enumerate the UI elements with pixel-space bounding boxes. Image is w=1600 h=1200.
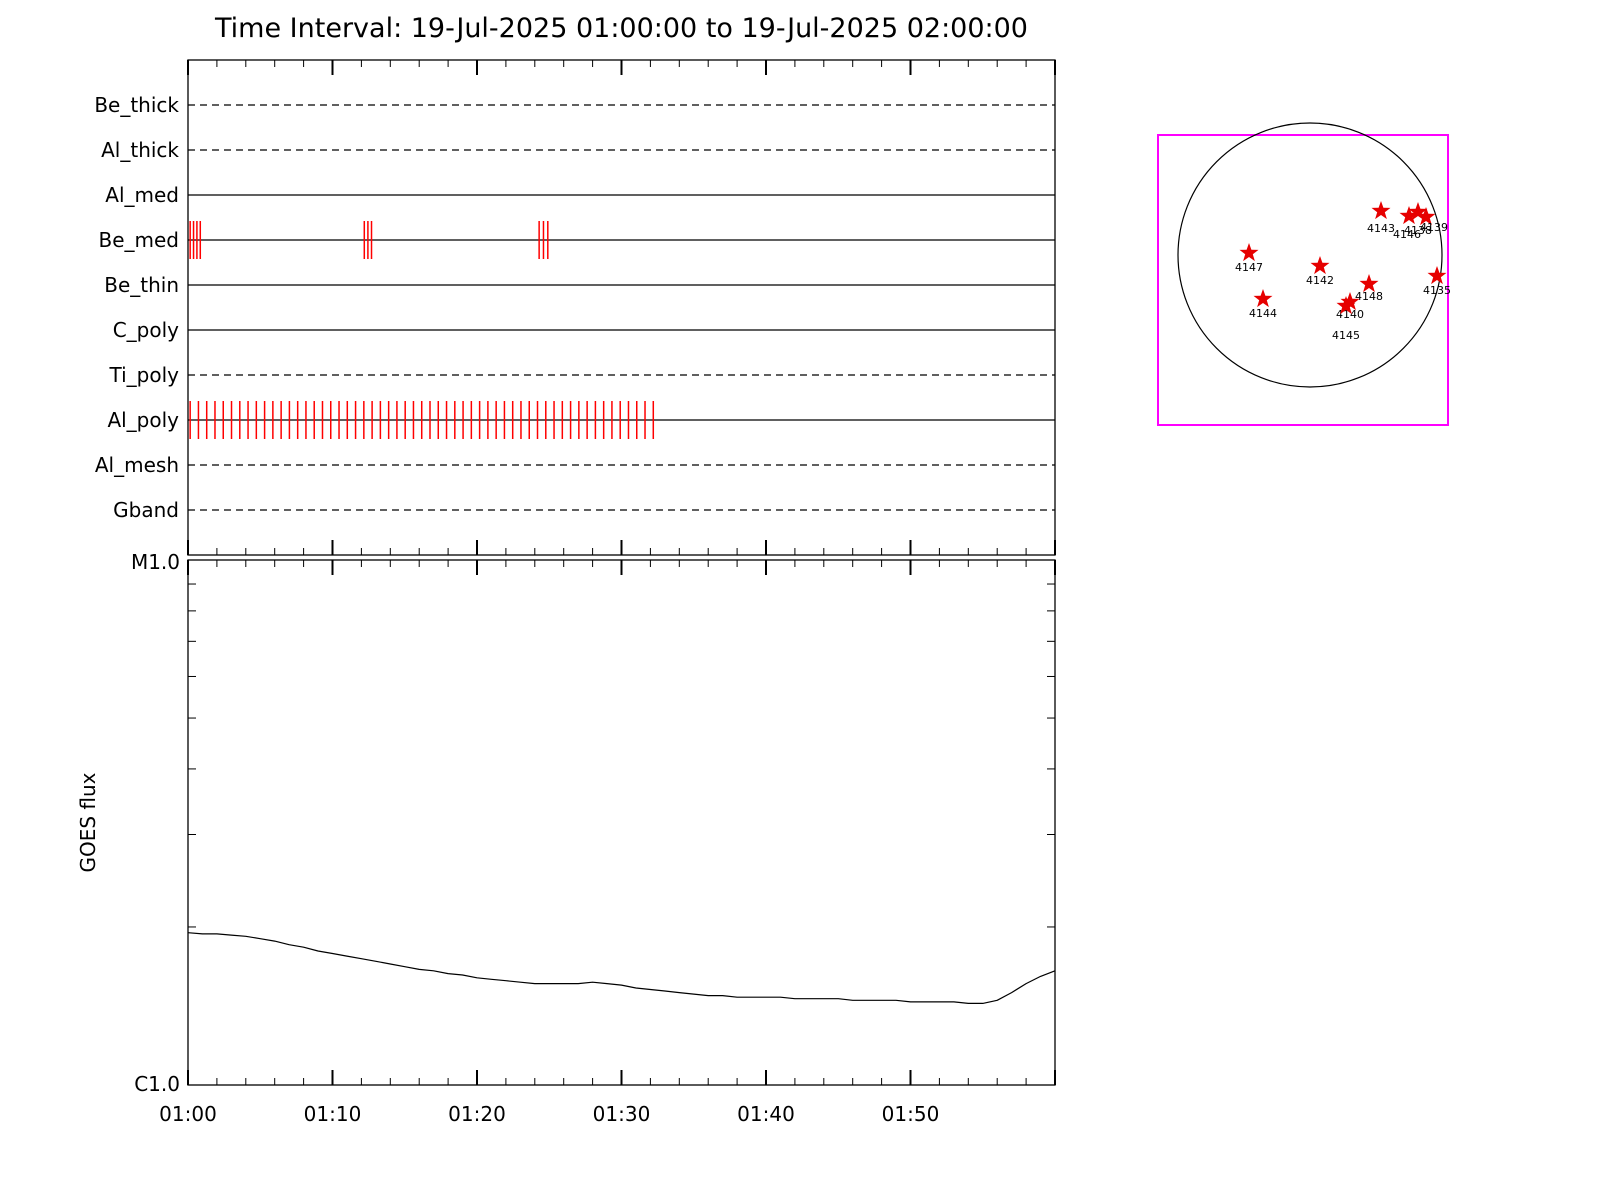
filter-row-label: Be_thick	[94, 93, 179, 117]
x-axis-tick-label: 01:10	[304, 1102, 362, 1126]
filter-row-label: Be_thin	[104, 273, 179, 297]
x-axis-tick-label: 01:30	[593, 1102, 651, 1126]
solar-limb-circle	[1177, 122, 1443, 388]
filter-row-label: Ti_poly	[109, 363, 180, 387]
active-region-star	[1359, 274, 1379, 293]
active-region-star	[1336, 296, 1356, 315]
active-region-label: 4138	[1404, 224, 1432, 237]
filter-row-label: Gband	[113, 498, 179, 522]
active-region-star	[1253, 289, 1273, 308]
goes-flux-panel: M1.0 C1.0 GOES flux 01:00 01:10 01:20 01:30 01:…	[76, 550, 1056, 1126]
active-region-label: 4143	[1367, 222, 1395, 235]
active-region-label: 4148	[1355, 290, 1383, 303]
filter-timeline-panel: Be_thick Al_thick Al_med Be_med Be_thin C_pol…	[94, 59, 1056, 556]
x-axis-tick-label: 01:00	[159, 1102, 217, 1126]
active-region-star	[1399, 206, 1419, 225]
filter-row-label: Al_thick	[101, 138, 179, 162]
fov-frame	[1157, 134, 1449, 426]
active-region-label: 4145	[1332, 329, 1360, 342]
active-region-star	[1416, 207, 1436, 226]
active-region-star	[1310, 256, 1330, 275]
filter-row-label: Al_mesh	[95, 453, 179, 477]
active-region-label: 4144	[1249, 307, 1277, 320]
solar-disk-map: 4143414641384139414741424144414841404145…	[1157, 122, 1451, 426]
active-region-star	[1239, 243, 1259, 262]
filter-row-label: C_poly	[113, 318, 179, 342]
active-region-star	[1427, 266, 1447, 285]
filter-row-label: Al_poly	[107, 408, 179, 432]
x-axis-tick-label: 01:50	[882, 1102, 940, 1126]
y-axis-top-label: M1.0	[131, 550, 180, 574]
active-region-star	[1371, 201, 1391, 220]
active-region-label: 4139	[1420, 221, 1448, 234]
x-axis-tick-label: 01:40	[737, 1102, 795, 1126]
x-axis-tick-label: 01:20	[448, 1102, 506, 1126]
y-axis-title: GOES flux	[76, 772, 100, 872]
filter-row-label: Al_med	[105, 183, 179, 207]
active-region-label: 4135	[1423, 284, 1451, 297]
page-title: Time Interval: 19-Jul-2025 01:00:00 to 1…	[215, 13, 1028, 44]
active-region-label: 4142	[1306, 274, 1334, 287]
active-region-star	[1340, 292, 1360, 311]
filter-row-label: Be_med	[98, 228, 179, 252]
y-axis-bottom-label: C1.0	[134, 1072, 180, 1096]
active-region-label: 4147	[1235, 261, 1263, 274]
active-region-label: 4146	[1393, 228, 1421, 241]
active-region-star	[1408, 202, 1428, 221]
goes-flux-curve	[187, 932, 1056, 1005]
